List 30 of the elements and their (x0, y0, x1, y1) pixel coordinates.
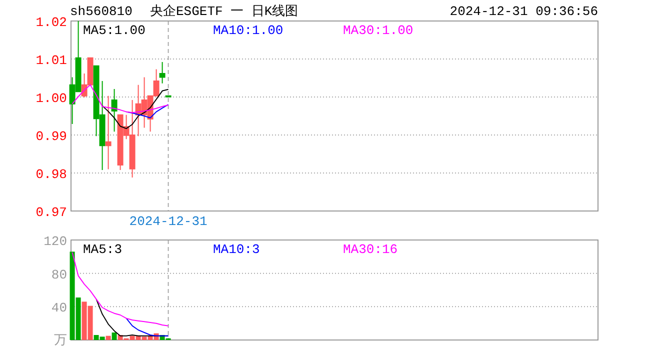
y-tick-label: 1.02 (36, 15, 67, 30)
y-tick-label: 0.98 (36, 167, 67, 182)
text: 2024-12-31 09:36:56 (450, 4, 598, 19)
text: MA10:1.00 (213, 23, 284, 38)
line-series (72, 252, 169, 326)
line-series (72, 84, 169, 114)
y-tick-label: 1.00 (36, 91, 67, 106)
text: MA5:3 (83, 242, 122, 257)
candlestick (105, 95, 112, 170)
text: MA5:1.00 (83, 23, 146, 38)
y-tick-label: 80 (51, 267, 67, 282)
y-tick-label: 0.99 (36, 129, 67, 144)
text: MA30:1.00 (343, 23, 414, 38)
y-tick-label: 1.01 (36, 53, 68, 68)
y-tick-label: 0.97 (36, 205, 67, 220)
line-series (126, 318, 169, 336)
text: 央企ESGETF 一 日K线图 (150, 4, 298, 19)
bar (106, 336, 111, 340)
text: sh560810 (70, 4, 132, 19)
candlestick (111, 88, 118, 132)
text: MA10:3 (213, 242, 260, 257)
y-tick-label: 40 (51, 300, 67, 316)
x-tick-label: 2024-12-31 (129, 214, 208, 229)
y-axis-title: 万 (54, 333, 67, 348)
line-series (126, 104, 169, 118)
text: MA30:16 (343, 242, 398, 257)
line-series (102, 88, 169, 130)
candlestick (159, 62, 166, 84)
bar (112, 332, 117, 340)
y-tick-label: 120 (44, 234, 67, 249)
